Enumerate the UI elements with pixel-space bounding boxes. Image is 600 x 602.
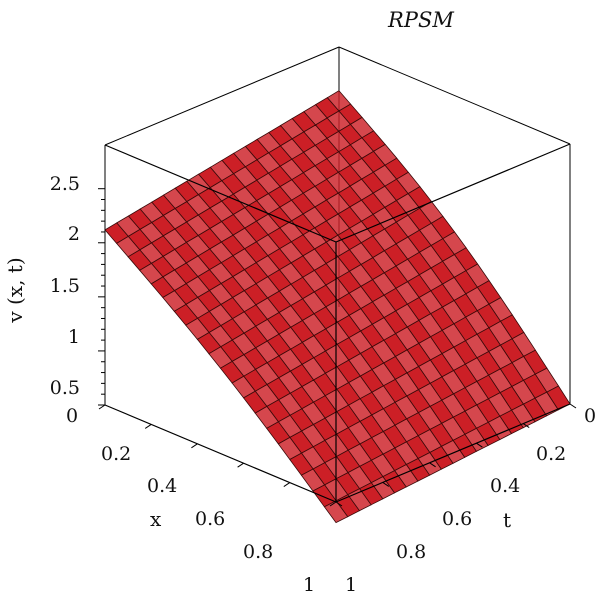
x-tick-mark [98, 404, 106, 410]
z-tick-label: 0.5 [50, 377, 80, 399]
tick-marks [98, 188, 577, 507]
t-tick-mark [569, 403, 577, 409]
t-tick-mark [335, 501, 343, 507]
x-tick-mark [329, 501, 337, 507]
x-tick-label: 0.2 [101, 443, 131, 465]
z-tick-label: 2 [68, 223, 80, 245]
t-tick-label: 0.2 [536, 443, 566, 465]
z-tick-label: 1 [68, 326, 80, 348]
box-edge [104, 46, 340, 146]
t-tick-mark [429, 462, 436, 468]
t-tick-mark [476, 442, 483, 448]
z-tick-label: 1.5 [50, 275, 80, 297]
x-tick-mark [237, 462, 244, 468]
t-tick-mark [522, 423, 530, 429]
bounding-box-front [104, 143, 571, 503]
box-edge [104, 144, 337, 243]
box-edge [338, 46, 571, 145]
t-tick-mark [382, 481, 390, 487]
x-axis-label: x [150, 507, 162, 531]
surface-mesh [104, 90, 571, 524]
x-tick-label: 0 [66, 405, 78, 427]
box-edge [335, 143, 571, 243]
x-tick-mark [144, 423, 152, 429]
t-tick-label: 0.6 [442, 508, 472, 530]
box-edge [104, 404, 337, 503]
t-tick-label: 0 [584, 405, 596, 427]
x-tick-label: 0.6 [195, 508, 225, 530]
x-tick-mark [283, 482, 291, 488]
t-axis-label: t [503, 508, 511, 532]
chart-title: RPSM [387, 8, 454, 32]
x-tick-label: 0.8 [243, 541, 273, 563]
x-tick-mark [191, 443, 198, 449]
x-tick-label: 0.4 [147, 475, 177, 497]
t-tick-label: 0.8 [396, 541, 426, 563]
x-tick-label: 1 [303, 574, 315, 596]
z-tick-label: 2.5 [50, 173, 80, 195]
t-tick-label: 1 [345, 574, 357, 596]
box-edge [335, 403, 571, 503]
t-tick-label: 0.4 [490, 475, 520, 497]
z-axis-label: v (x, t) [3, 257, 27, 323]
